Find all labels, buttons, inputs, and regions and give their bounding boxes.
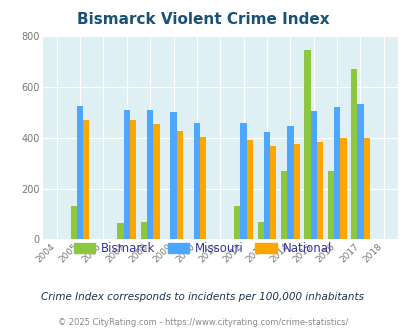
Bar: [140, 222, 147, 239]
Bar: [356, 104, 363, 239]
Bar: [123, 110, 130, 239]
Bar: [350, 69, 356, 239]
Bar: [316, 142, 322, 239]
Bar: [193, 122, 200, 239]
Bar: [333, 107, 339, 239]
Bar: [147, 110, 153, 239]
Bar: [240, 123, 246, 239]
Bar: [153, 124, 159, 239]
Bar: [280, 171, 286, 239]
Bar: [269, 146, 276, 239]
Text: Bismarck Violent Crime Index: Bismarck Violent Crime Index: [77, 12, 328, 26]
Bar: [176, 131, 183, 239]
Bar: [310, 111, 316, 239]
Bar: [117, 223, 123, 239]
Legend: Bismarck, Missouri, National: Bismarck, Missouri, National: [69, 237, 336, 260]
Bar: [83, 120, 89, 239]
Text: © 2025 CityRating.com - https://www.cityrating.com/crime-statistics/: © 2025 CityRating.com - https://www.city…: [58, 318, 347, 327]
Bar: [363, 138, 369, 239]
Bar: [70, 206, 77, 239]
Bar: [263, 132, 269, 239]
Bar: [257, 222, 263, 239]
Bar: [170, 113, 176, 239]
Bar: [303, 50, 310, 239]
Bar: [77, 106, 83, 239]
Bar: [246, 140, 252, 239]
Bar: [130, 120, 136, 239]
Bar: [234, 206, 240, 239]
Bar: [327, 171, 333, 239]
Bar: [293, 144, 299, 239]
Bar: [339, 138, 346, 239]
Text: Crime Index corresponds to incidents per 100,000 inhabitants: Crime Index corresponds to incidents per…: [41, 292, 364, 302]
Bar: [200, 137, 206, 239]
Bar: [286, 126, 293, 239]
